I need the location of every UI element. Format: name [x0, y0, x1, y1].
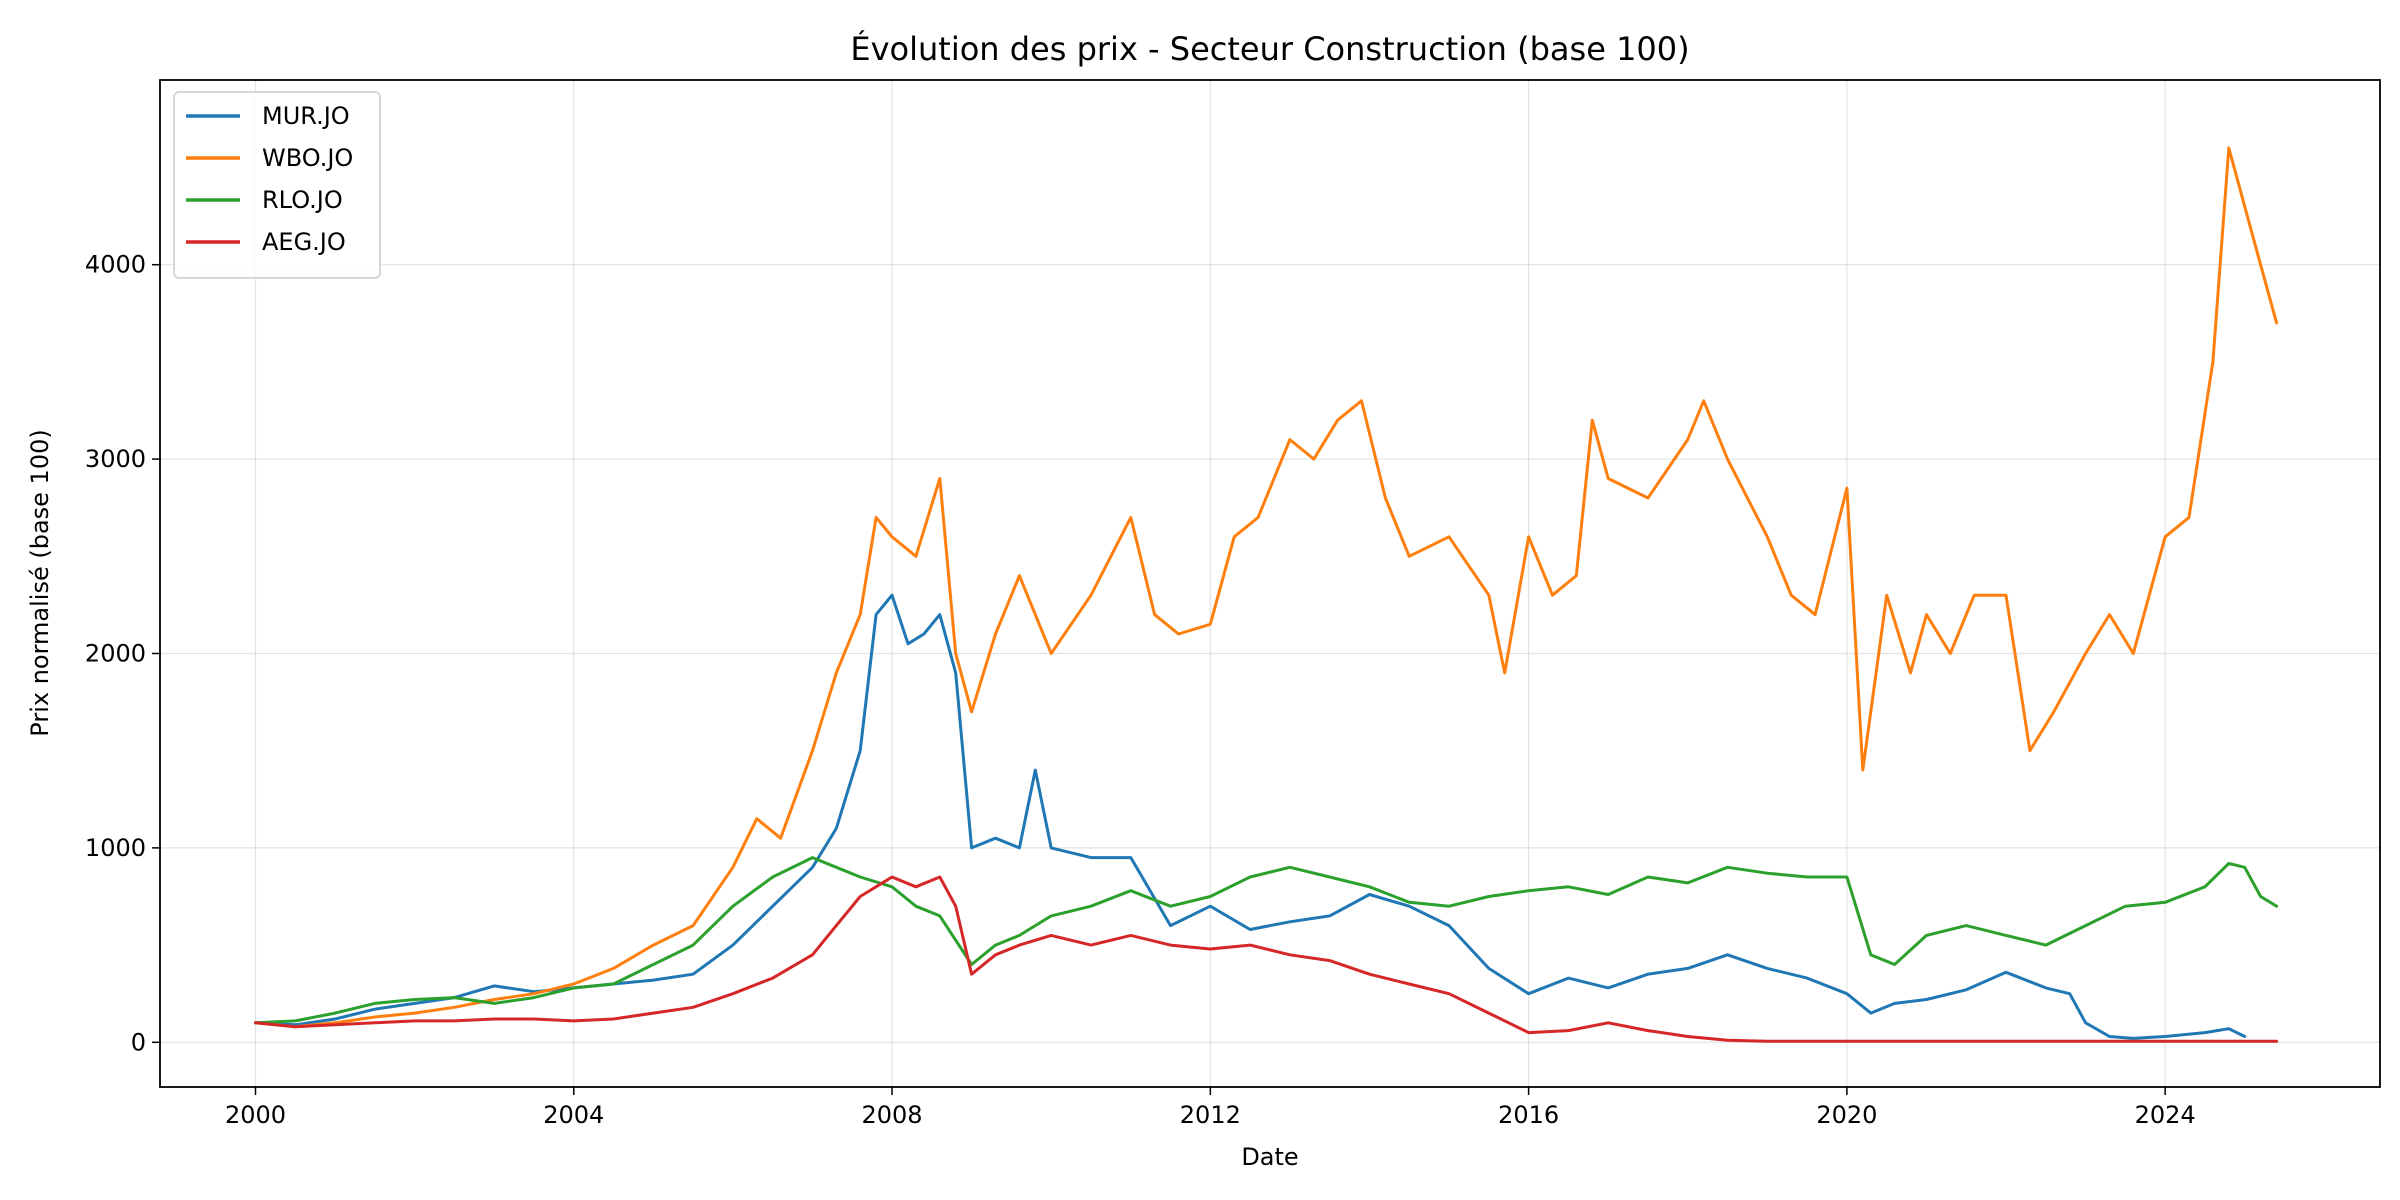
- y-tick-label: 2000: [85, 639, 146, 667]
- x-tick-label: 2024: [2135, 1101, 2196, 1129]
- legend-label: WBO.JO: [262, 144, 353, 172]
- legend-label: RLO.JO: [262, 186, 343, 214]
- legend-label: AEG.JO: [262, 228, 346, 256]
- x-tick-label: 2000: [225, 1101, 286, 1129]
- legend-label: MUR.JO: [262, 102, 350, 130]
- grid: [160, 80, 2380, 1087]
- x-axis-label: Date: [1241, 1143, 1298, 1171]
- axis-ticks: 2000 2004 2008 2012 2016 2020 2024 0 1000 2000 300…: [85, 251, 2196, 1129]
- x-tick-label: 2020: [1816, 1101, 1877, 1129]
- legend: MUR.JO WBO.JO RLO.JO AEG.JO: [173, 91, 381, 279]
- series-line-wbo-jo: [254, 146, 2279, 1029]
- plot-frame: [159, 79, 2381, 1088]
- y-tick-label: 1000: [85, 834, 146, 862]
- x-tick-label: 2016: [1498, 1101, 1559, 1129]
- y-tick-label: 0: [131, 1028, 146, 1056]
- series-line-aeg-jo: [254, 875, 2279, 1043]
- series-lines: [254, 146, 2279, 1043]
- legend-box: [173, 91, 381, 279]
- y-tick-label: 4000: [85, 251, 146, 279]
- x-tick-label: 2012: [1180, 1101, 1241, 1129]
- y-tick-label: 3000: [85, 445, 146, 473]
- y-axis-label: Prix normalisé (base 100): [26, 429, 54, 736]
- series-line-rlo-jo: [254, 856, 2279, 1025]
- series-line-mur-jo: [254, 593, 2247, 1040]
- x-tick-label: 2008: [862, 1101, 923, 1129]
- x-tick-label: 2004: [543, 1101, 604, 1129]
- chart-title: Évolution des prix - Secteur Constructio…: [850, 30, 1689, 68]
